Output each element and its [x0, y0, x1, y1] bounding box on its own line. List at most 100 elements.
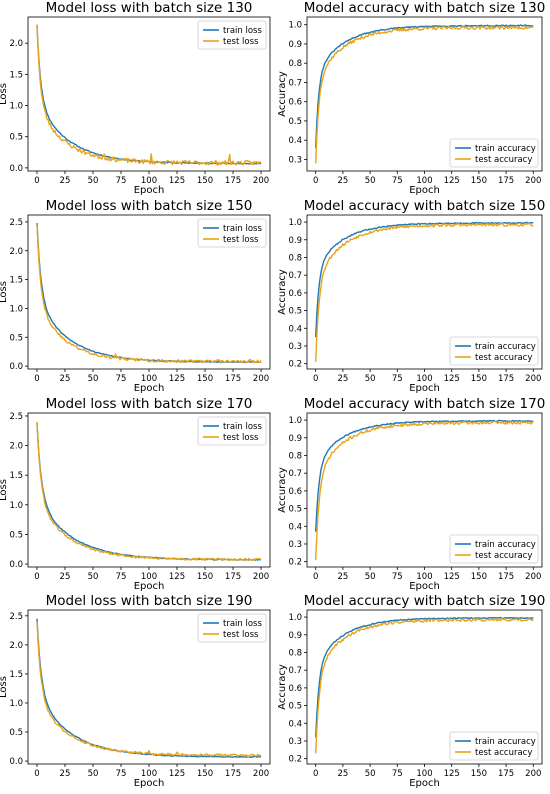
chart-panel-6: Model accuracy with batch size 170 0 25 50 7…	[277, 396, 545, 592]
x-tick-label: 50	[88, 572, 99, 582]
y-axis-label: Loss	[0, 676, 9, 698]
y-axis-label: Loss	[0, 83, 9, 105]
x-tick-label: 150	[197, 572, 213, 582]
chart-title: Model loss with batch size 150	[46, 198, 253, 214]
chart-title: Model accuracy with batch size 130	[304, 0, 546, 16]
chart-title: Model accuracy with batch size 150	[304, 198, 546, 214]
series-line-test	[36, 621, 262, 757]
x-tick-label: 100	[141, 176, 157, 186]
x-axis-label: Epoch	[409, 383, 440, 394]
y-tick-label: 0.8	[288, 253, 302, 263]
y-tick-label: 0.6	[288, 487, 302, 497]
y-tick-label: 0.4	[288, 324, 302, 334]
x-tick-label: 100	[416, 572, 432, 582]
y-tick-label: 0.3	[288, 737, 302, 747]
y-tick-label: 0.2	[288, 558, 302, 568]
x-tick-label: 200	[253, 176, 269, 186]
y-tick-label: 1.0	[288, 218, 302, 228]
y-tick-label: 2.5	[9, 218, 23, 228]
y-tick-label: 0.7	[288, 469, 302, 479]
chart-panel-1: Model loss with batch size 130 0 25 50 75 100…	[0, 0, 271, 196]
y-tick-label: 0.5	[9, 133, 23, 143]
x-tick-label: 100	[416, 176, 432, 186]
legend-box	[449, 534, 539, 564]
y-tick-label: 0.5	[288, 702, 302, 712]
y-tick-label: 0.4	[288, 136, 302, 146]
y-tick-label: 0.9	[288, 631, 302, 641]
x-tick-label: 25	[337, 176, 348, 186]
y-tick-label: 1.0	[288, 21, 302, 31]
series-line-train	[36, 618, 262, 758]
legend-label: test loss	[223, 630, 259, 640]
y-tick-label: 0.5	[9, 530, 23, 540]
x-tick-label: 50	[365, 374, 376, 384]
y-tick-label: 0.9	[288, 236, 302, 246]
y-tick-label: 0.0	[9, 362, 23, 372]
series-line-train	[315, 221, 534, 338]
y-tick-label: 0.4	[288, 522, 302, 532]
y-tick-label: 2.5	[9, 412, 23, 422]
series-line-test	[36, 421, 261, 562]
x-tick-label: 25	[337, 769, 348, 779]
chart-title: Model accuracy with batch size 170	[304, 396, 546, 412]
x-tick-label: 75	[392, 374, 403, 384]
y-tick-label: 0.6	[288, 289, 302, 299]
x-tick-label: 175	[225, 176, 241, 186]
legend-label: test accuracy	[475, 748, 532, 758]
y-tick-label: 0.9	[288, 40, 302, 50]
legend-label: test accuracy	[475, 155, 532, 165]
y-tick-label: 0.8	[288, 451, 302, 461]
x-tick-label: 200	[525, 374, 541, 384]
x-tick-label: 175	[225, 769, 241, 779]
x-tick-label: 75	[392, 769, 403, 779]
y-tick-label: 0.7	[288, 271, 302, 281]
legend-label: test loss	[223, 235, 259, 245]
legend-box	[197, 218, 267, 248]
series-line-test	[315, 25, 534, 164]
legend-label: train loss	[223, 619, 262, 629]
x-axis-label: Epoch	[409, 581, 440, 592]
y-axis-label: Accuracy	[277, 71, 288, 117]
x-tick-label: 50	[88, 769, 99, 779]
y-tick-label: 1.0	[9, 501, 23, 511]
x-tick-label: 150	[197, 176, 213, 186]
x-tick-label: 50	[365, 176, 376, 186]
x-tick-label: 150	[197, 769, 213, 779]
legend-box	[449, 731, 539, 761]
legend-label: train accuracy	[475, 737, 536, 747]
chart-title: Model loss with batch size 190	[46, 593, 253, 609]
legend-box	[197, 416, 267, 446]
x-tick-label: 125	[444, 374, 460, 384]
x-tick-label: 150	[471, 572, 487, 582]
series-line-test	[36, 24, 262, 166]
y-tick-label: 0.7	[288, 78, 302, 88]
x-tick-label: 25	[337, 374, 348, 384]
x-tick-label: 150	[471, 374, 487, 384]
x-tick-label: 75	[392, 572, 403, 582]
x-tick-label: 175	[498, 176, 514, 186]
x-tick-label: 75	[116, 374, 127, 384]
x-tick-label: 0	[313, 374, 318, 384]
y-tick-label: 0.8	[288, 59, 302, 69]
chart-panel-7: Model loss with batch size 190 0 25 50 75 100…	[0, 593, 271, 789]
x-tick-label: 125	[169, 374, 185, 384]
y-tick-label: 2.0	[9, 442, 23, 452]
legend-label: train accuracy	[475, 540, 536, 550]
legend-label: train loss	[223, 224, 262, 234]
x-tick-label: 50	[365, 572, 376, 582]
y-tick-label: 0.3	[288, 342, 302, 352]
x-tick-label: 75	[116, 176, 127, 186]
x-tick-label: 200	[253, 769, 269, 779]
series-line-train	[315, 419, 534, 532]
y-tick-label: 0.5	[288, 307, 302, 317]
legend-label: test accuracy	[475, 551, 532, 561]
y-tick-label: 1.5	[9, 471, 23, 481]
x-tick-label: 200	[525, 572, 541, 582]
chart-panel-3: Model loss with batch size 150 0 25 50 75 100…	[0, 198, 271, 394]
legend-label: test loss	[223, 37, 259, 47]
